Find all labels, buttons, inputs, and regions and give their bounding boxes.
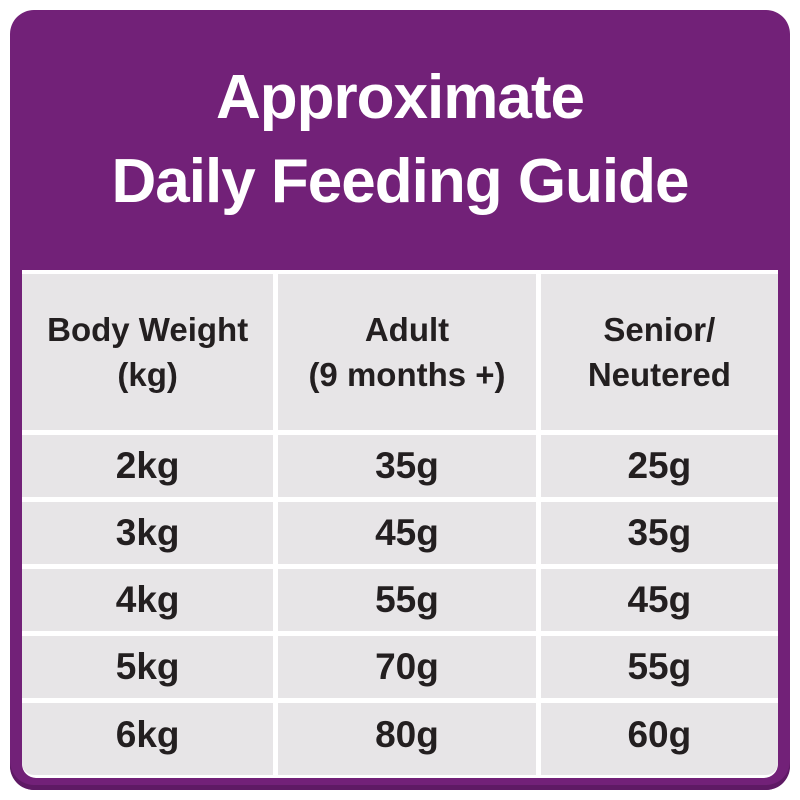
cell-adult-3kg: 45g xyxy=(278,502,536,564)
cell-weight-4kg: 4kg xyxy=(22,569,274,631)
title-line-1: Approximate xyxy=(216,63,585,132)
cell-weight-5kg: 5kg xyxy=(22,636,274,698)
cell-weight-3kg: 3kg xyxy=(22,502,274,564)
column-header-adult: Adult (9 months +) xyxy=(278,274,536,430)
cell-adult-5kg: 70g xyxy=(278,636,536,698)
cell-senior-2kg: 25g xyxy=(540,435,778,497)
cell-adult-6kg: 80g xyxy=(278,703,536,775)
cell-adult-4kg: 55g xyxy=(278,569,536,631)
feeding-table: Body Weight (kg) Adult (9 months +) Seni… xyxy=(22,270,778,778)
cell-weight-2kg: 2kg xyxy=(22,435,274,497)
feeding-guide-card: Approximate Daily Feeding Guide Body Wei… xyxy=(10,10,790,790)
cell-senior-4kg: 45g xyxy=(540,569,778,631)
column-header-line: Adult xyxy=(364,311,450,348)
column-header-senior-neutered: Senior/ Neutered xyxy=(540,274,778,430)
column-header-body-weight: Body Weight (kg) xyxy=(22,274,274,430)
cell-senior-3kg: 35g xyxy=(540,502,778,564)
cell-senior-5kg: 55g xyxy=(540,636,778,698)
column-header-line: Senior/ xyxy=(603,311,716,348)
feeding-guide-header: Approximate Daily Feeding Guide xyxy=(10,10,790,270)
title-line-2: Daily Feeding Guide xyxy=(111,147,690,216)
column-header-line: (9 months +) xyxy=(308,356,506,393)
cell-senior-6kg: 60g xyxy=(540,703,778,775)
column-header-line: Neutered xyxy=(587,356,731,393)
cell-adult-2kg: 35g xyxy=(278,435,536,497)
column-header-line: (kg) xyxy=(117,356,178,393)
cell-weight-6kg: 6kg xyxy=(22,703,274,775)
column-header-line: Body Weight xyxy=(47,311,249,348)
